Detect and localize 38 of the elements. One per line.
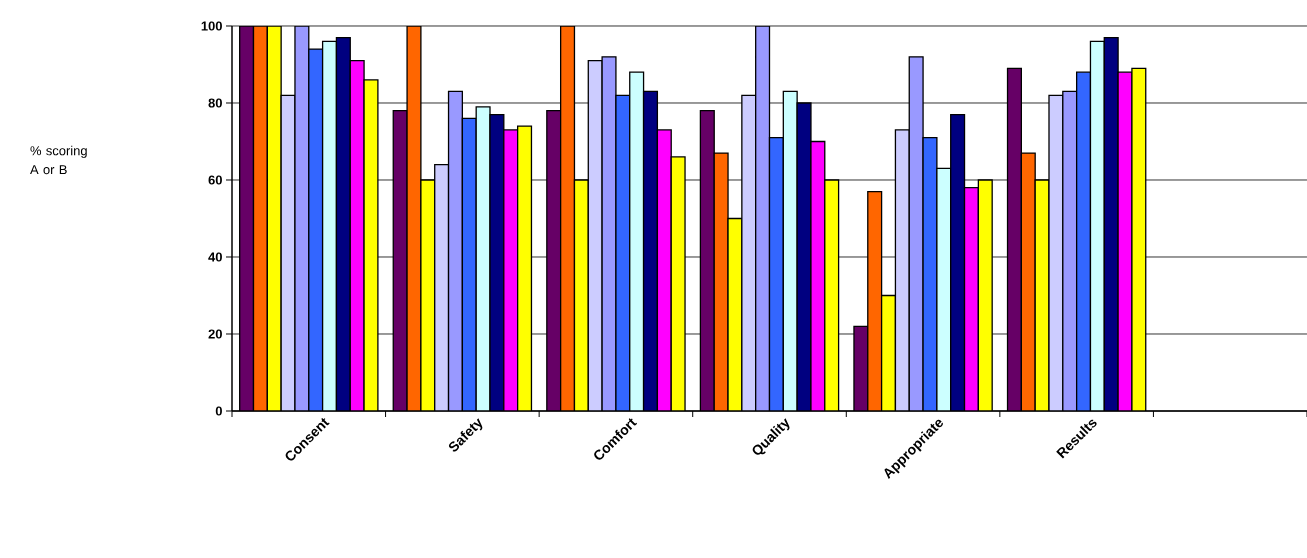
bar — [462, 118, 477, 411]
bar — [1089, 40, 1105, 411]
bar — [700, 110, 715, 411]
bar — [322, 41, 337, 411]
text: % scoring A or B — [30, 145, 87, 175]
bar — [978, 180, 993, 411]
bar — [895, 129, 910, 411]
bar — [643, 91, 658, 411]
bar — [1006, 67, 1023, 411]
y-tick-label: 40 — [208, 252, 222, 262]
bar — [629, 72, 644, 411]
bar — [253, 26, 268, 411]
bar — [574, 180, 589, 411]
bar — [1075, 71, 1092, 411]
y-tick-label: 20 — [208, 329, 222, 339]
bar — [503, 129, 518, 411]
bar — [560, 26, 575, 411]
bar — [517, 126, 532, 411]
bar — [769, 137, 784, 411]
bar — [1020, 152, 1036, 411]
bar — [239, 26, 254, 411]
bar — [657, 129, 672, 411]
bar — [434, 164, 449, 411]
bar — [824, 180, 839, 411]
bar — [336, 37, 351, 411]
bar — [546, 110, 561, 411]
y-tick-label: 80 — [208, 98, 222, 108]
bar — [1062, 90, 1078, 411]
bar — [950, 114, 965, 411]
bar — [308, 49, 323, 411]
bar — [448, 91, 463, 411]
y-tick-label: 60 — [208, 175, 222, 185]
y-tick-label: 100 — [201, 21, 222, 31]
bar — [881, 295, 896, 411]
bar — [755, 26, 770, 411]
y-tick-label: 0 — [215, 406, 222, 416]
bar — [867, 191, 882, 411]
bar — [964, 187, 979, 411]
